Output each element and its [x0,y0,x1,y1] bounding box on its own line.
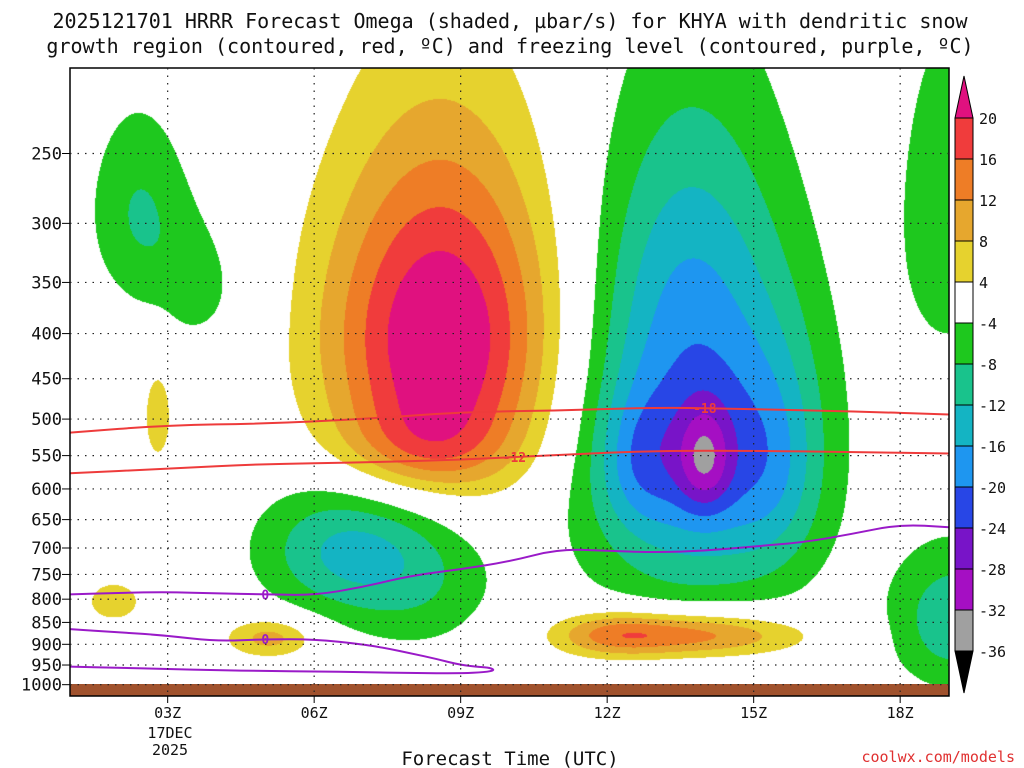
contour-freezing-lower [69,628,495,675]
y-tick-label: 550 [31,447,62,467]
y-tick-label: 450 [31,370,62,390]
colorbar-box [954,486,974,529]
date-label-day: 17DEC [147,724,192,742]
plot-frame [69,67,950,697]
y-tick-label: 800 [31,590,62,610]
title-line-1: 2025121701 HRRR Forecast Omega (shaded, … [52,9,968,33]
date-label-year: 2025 [152,741,188,759]
y-tick-label: 500 [31,410,62,430]
contour-freezing-upper [69,524,950,596]
y-tick-label: 1000 [21,676,62,696]
colorbar-label: -20 [979,479,1006,497]
x-tick-label: 09Z [447,704,474,722]
colorbar-box [954,527,974,570]
y-tick-label: 600 [31,480,62,500]
y-tick-label: 700 [31,539,62,559]
contour-label-dgz-lower: -12 [503,451,526,466]
colorbar-label: -24 [979,520,1006,538]
colorbar-box [954,404,974,447]
y-tick-label: 750 [31,565,62,585]
x-tick-label: 03Z [154,704,181,722]
colorbar-label: -32 [979,602,1006,620]
plot-area [70,68,949,696]
title-line-2: growth region (contoured, red, ºC) and f… [46,34,973,58]
y-tick-label: 250 [31,144,62,164]
colorbar-label: 4 [979,274,988,292]
colorbar-box [954,609,974,652]
ground-strip [70,684,949,696]
colorbar-label: -28 [979,561,1006,579]
contour-label-freezing-upper: 0 [261,588,269,603]
colorbar-box [954,117,974,160]
colorbar-box [954,281,974,324]
colorbar-box [954,322,974,365]
contour-label-freezing-lower: 0 [261,633,269,648]
colorbar: 20 16 12 8 4 -4 -8 -12 -16 -20 -24 -28 -32 -36 [954,75,1006,694]
colorbar-label: 16 [979,151,997,169]
colorbar-label: 8 [979,233,988,251]
contour-label-dgz-upper: -18 [693,402,717,417]
chart-title: 2025121701 HRRR Forecast Omega (shaded, … [46,9,973,58]
y-tick-label: 300 [31,214,62,234]
x-tick-label: 15Z [740,704,767,722]
colorbar-label: -4 [979,315,997,333]
colorbar-label: -8 [979,356,997,374]
x-tick-label: 18Z [887,704,914,722]
omega-shading [70,68,949,696]
y-tick-label: 900 [31,635,62,655]
colorbar-box [954,363,974,406]
colorbar-box [954,199,974,242]
contour-layer: -18 -12 0 0 [69,402,950,675]
y-tick-label: 650 [31,511,62,531]
colorbar-label: 12 [979,192,997,210]
y-tick-label: 950 [31,656,62,676]
y-tick-label: 350 [31,273,62,293]
colorbar-label: 20 [979,110,997,128]
axes: 2503003504004505005506006507007508008509… [21,67,950,722]
colorbar-box [954,568,974,611]
contour-dgz-lower [69,449,950,475]
colorbar-label: -12 [979,397,1006,415]
y-tick-label: 400 [31,325,62,345]
colorbar-top-arrow [954,75,974,119]
colorbar-bottom-arrow [954,650,974,694]
colorbar-label: -16 [979,438,1006,456]
colorbar-box [954,445,974,488]
credit-link[interactable]: coolwx.com/models [861,748,1015,766]
x-tick-label: 12Z [594,704,621,722]
colorbar-box [954,240,974,283]
x-axis-label: Forecast Time (UTC) [401,748,618,768]
contour-dgz-upper [69,406,950,434]
colorbar-label: -36 [979,643,1006,661]
y-tick-label: 850 [31,613,62,633]
colorbar-box [954,158,974,201]
x-tick-label: 06Z [301,704,328,722]
